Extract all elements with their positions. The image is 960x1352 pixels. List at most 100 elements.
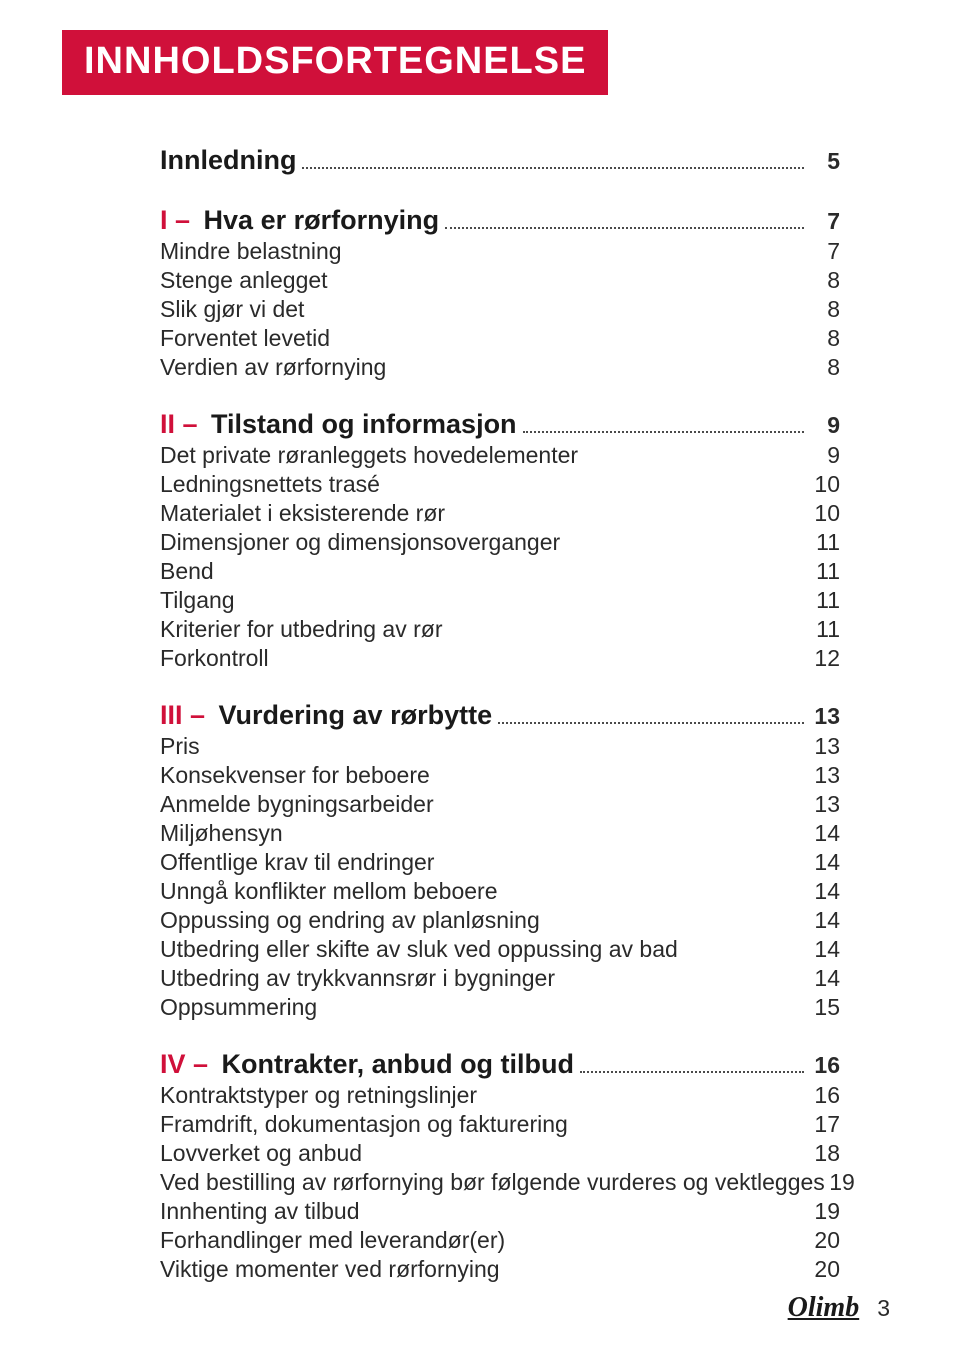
toc-item-label: Framdrift, dokumentasjon og fakturering [160, 1111, 568, 1138]
toc-item-page: 7 [810, 238, 840, 265]
toc-section-title: II – Tilstand og informasjon [160, 409, 517, 440]
toc-item-label: Forkontroll [160, 645, 269, 672]
toc-section-title: III – Vurdering av rørbytte [160, 700, 492, 731]
toc-item: Utbedring eller skifte av sluk ved oppus… [160, 936, 840, 963]
toc-item-label: Det private røranleggets hovedelementer [160, 442, 578, 469]
toc-item-label: Dimensjoner og dimensjonsoverganger [160, 529, 560, 556]
toc-item-page: 19 [810, 1198, 840, 1225]
toc-item-page: 15 [810, 994, 840, 1021]
toc-item-page: 11 [810, 529, 840, 556]
toc-item-page: 20 [810, 1227, 840, 1254]
page-number: 3 [877, 1295, 890, 1322]
toc-item-page: 16 [810, 1082, 840, 1109]
toc-item-page: 11 [810, 616, 840, 643]
toc-section-head: II – Tilstand og informasjon9 [160, 409, 840, 440]
toc-item-page: 8 [810, 354, 840, 381]
toc-item-page: 14 [810, 820, 840, 847]
toc-section-page: 7 [810, 208, 840, 235]
toc-item-label: Miljøhensyn [160, 820, 283, 847]
toc-item: Utbedring av trykkvannsrør i bygninger14 [160, 965, 840, 992]
toc-item-label: Offentlige krav til endringer [160, 849, 434, 876]
toc-item-label: Forhandlinger med leverandør(er) [160, 1227, 505, 1254]
toc-item-page: 11 [810, 558, 840, 585]
toc-item-label: Tilgang [160, 587, 235, 614]
toc-item: Stenge anlegget 8 [160, 267, 840, 294]
toc-item: Bend 11 [160, 558, 840, 585]
toc-section-title: I – Hva er rørfornying [160, 205, 439, 236]
toc-section-page: 13 [810, 703, 840, 730]
toc-section-name: Kontrakter, anbud og tilbud [214, 1049, 574, 1079]
toc-item: Lovverket og anbud 18 [160, 1140, 840, 1167]
toc-item-label: Lovverket og anbud [160, 1140, 362, 1167]
page-footer: Olimb 3 [788, 1292, 890, 1324]
toc-item-label: Kriterier for utbedring av rør [160, 616, 442, 643]
toc-item-page: 14 [810, 878, 840, 905]
toc-item-page: 10 [810, 471, 840, 498]
toc-item-page: 14 [810, 849, 840, 876]
toc-item-label: Mindre belastning [160, 238, 342, 265]
toc-item-page: 8 [810, 267, 840, 294]
toc-item-page: 13 [810, 733, 840, 760]
toc-item: Ledningsnettets trasé10 [160, 471, 840, 498]
toc-item-label: Stenge anlegget [160, 267, 328, 294]
toc-item: Tilgang 11 [160, 587, 840, 614]
toc-item: Kontraktstyper og retningslinjer16 [160, 1082, 840, 1109]
toc-item-label: Ved bestilling av rørfornying bør følgen… [160, 1169, 825, 1196]
toc-item-page: 9 [810, 442, 840, 469]
toc-item: Det private røranleggets hovedelementer 9 [160, 442, 840, 469]
toc-intro: Innledning 5 [160, 145, 840, 176]
leader-dots [445, 204, 804, 228]
toc-item-label: Materialet i eksisterende rør [160, 500, 445, 527]
toc-item: Mindre belastning 7 [160, 238, 840, 265]
toc-item: Innhenting av tilbud 19 [160, 1198, 840, 1225]
toc-section-name: Hva er rørfornying [196, 205, 439, 235]
leader-dots [580, 1049, 804, 1073]
toc-item-label: Oppussing og endring av planløsning [160, 907, 540, 934]
toc-item: Offentlige krav til endringer 14 [160, 849, 840, 876]
toc-item: Ved bestilling av rørfornying bør følgen… [160, 1169, 840, 1196]
toc-item: Materialet i eksisterende rør 10 [160, 500, 840, 527]
toc-item-label: Anmelde bygningsarbeider [160, 791, 434, 818]
toc-item-label: Verdien av rørfornying [160, 354, 386, 381]
toc-item: Pris 13 [160, 733, 840, 760]
toc-item: Dimensjoner og dimensjonsoverganger 11 [160, 529, 840, 556]
toc-item-page: 8 [810, 296, 840, 323]
toc-item-label: Bend [160, 558, 214, 585]
page-title: INNHOLDSFORTEGNELSE [62, 30, 608, 95]
toc-item-page: 19 [825, 1169, 855, 1196]
toc-item: Forventet levetid8 [160, 325, 840, 352]
toc-section-roman: II – [160, 409, 198, 439]
leader-dots [523, 409, 804, 433]
toc-item-page: 12 [810, 645, 840, 672]
toc-item-page: 18 [810, 1140, 840, 1167]
toc-item-label: Utbedring av trykkvannsrør i bygninger [160, 965, 555, 992]
toc-section-name: Vurdering av rørbytte [211, 700, 492, 730]
toc-section-head: III – Vurdering av rørbytte 13 [160, 700, 840, 731]
toc-item-label: Innhenting av tilbud [160, 1198, 360, 1225]
toc-section-roman: III – [160, 700, 205, 730]
toc-item: Unngå konflikter mellom beboere 14 [160, 878, 840, 905]
toc-item-label: Slik gjør vi det [160, 296, 304, 323]
toc-item-label: Pris [160, 733, 200, 760]
toc-section-roman: I – [160, 205, 190, 235]
toc-item-page: 20 [810, 1256, 840, 1283]
toc-item-page: 17 [810, 1111, 840, 1138]
toc-section-name: Tilstand og informasjon [204, 409, 517, 439]
toc-item: Konsekvenser for beboere13 [160, 762, 840, 789]
toc-item-page: 14 [810, 936, 840, 963]
toc-item: Anmelde bygningsarbeider13 [160, 791, 840, 818]
toc-item-page: 10 [810, 500, 840, 527]
toc-item-label: Konsekvenser for beboere [160, 762, 430, 789]
toc-item-page: 11 [810, 587, 840, 614]
toc-item-label: Unngå konflikter mellom beboere [160, 878, 498, 905]
toc-item: Miljøhensyn 14 [160, 820, 840, 847]
toc-section-head: I – Hva er rørfornying 7 [160, 204, 840, 235]
toc-item-label: Oppsummering [160, 994, 317, 1021]
toc-intro-label: Innledning [160, 145, 296, 176]
leader-dots [498, 700, 804, 724]
toc-section-roman: IV – [160, 1049, 208, 1079]
toc-item-page: 8 [810, 325, 840, 352]
toc-item: Forhandlinger med leverandør(er) 20 [160, 1227, 840, 1254]
toc-item: Slik gjør vi det 8 [160, 296, 840, 323]
toc-content: Innledning 5 I – Hva er rørfornying7Mind… [160, 145, 840, 1283]
